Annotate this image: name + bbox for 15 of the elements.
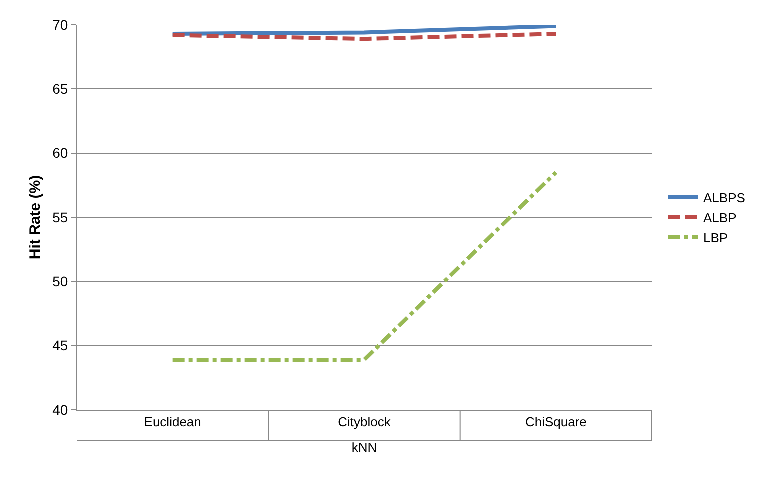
legend-label: ALBP xyxy=(704,210,737,226)
y-tick-label: 55 xyxy=(52,209,68,226)
x-axis-title: kNN xyxy=(352,440,378,456)
y-tick-label: 60 xyxy=(52,145,68,162)
y-tick-label: 50 xyxy=(52,274,68,290)
x-tick-label: Cityblock xyxy=(338,414,392,430)
x-tick-label: ChiSquare xyxy=(525,414,587,430)
legend-label: ALBPS xyxy=(704,190,746,206)
legend-label: LBP xyxy=(704,230,728,246)
x-tick-label: Euclidean xyxy=(144,414,202,430)
y-tick-label: 45 xyxy=(52,338,68,354)
y-tick-label: 40 xyxy=(52,402,68,418)
y-tick-label: 70 xyxy=(52,16,68,33)
y-axis-title: Hit Rate (%) xyxy=(26,175,44,260)
y-tick-label: 65 xyxy=(52,81,68,98)
